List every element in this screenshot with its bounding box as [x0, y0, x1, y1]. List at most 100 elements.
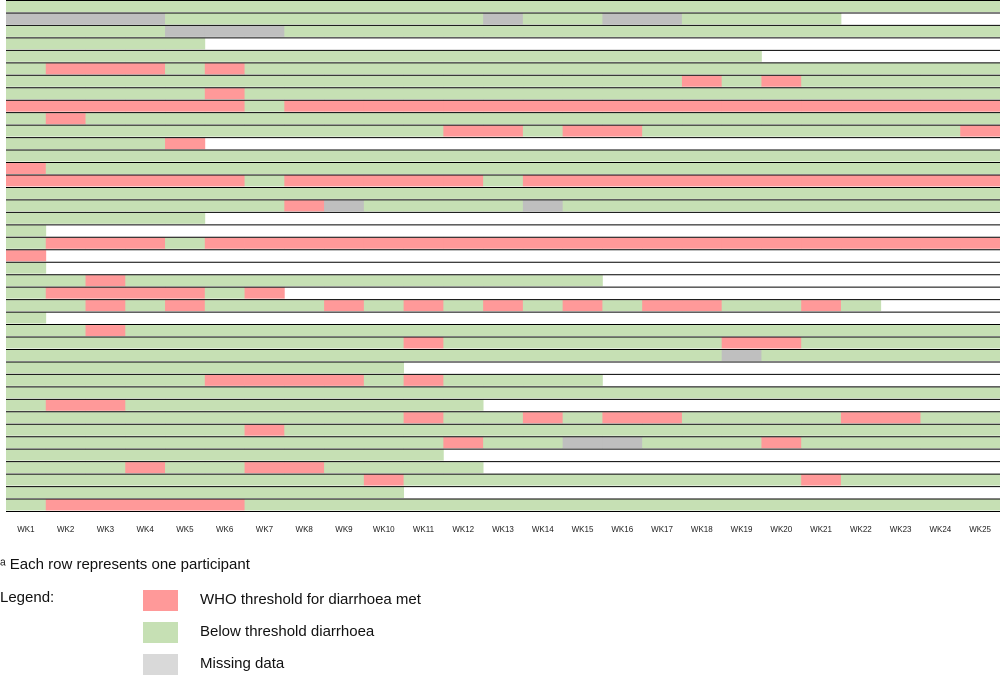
heatmap-cell: [721, 424, 762, 436]
heatmap-cell: [204, 325, 245, 337]
heatmap-cell: [6, 474, 47, 486]
heatmap-cell: [85, 487, 126, 499]
heatmap-cell: [602, 100, 643, 112]
heatmap-cell: [403, 75, 444, 87]
x-tick-label: WK16: [611, 525, 633, 534]
heatmap-cell: [6, 287, 47, 299]
heatmap-cell: [522, 163, 564, 174]
heatmap-cell: [204, 150, 245, 162]
heatmap-cell: [642, 474, 683, 486]
heatmap-cell: [324, 150, 365, 162]
heatmap-cell: [6, 25, 47, 37]
heatmap-cell: [960, 412, 1000, 424]
x-tick-label: WK6: [216, 525, 234, 534]
heatmap-cell: [801, 88, 842, 100]
heatmap-cell: [443, 424, 484, 436]
heatmap-cell: [880, 150, 921, 162]
heatmap-cell: [363, 175, 404, 187]
heatmap-cell: [204, 88, 245, 100]
heatmap-cell: [960, 1, 1000, 12]
heatmap-cell: [284, 200, 325, 212]
heatmap-cell: [324, 113, 365, 125]
heatmap-cell: [840, 337, 882, 349]
heatmap-cell: [920, 437, 961, 449]
heatmap-cell: [6, 250, 47, 262]
heatmap-cell: [85, 462, 126, 474]
heatmap-cell: [45, 100, 86, 112]
heatmap-cell: [761, 349, 802, 361]
heatmap-cell: [244, 125, 285, 137]
heatmap-cell: [483, 437, 524, 449]
heatmap-cell: [85, 163, 126, 174]
heatmap-cell: [681, 325, 723, 337]
heatmap-cell: [801, 412, 842, 424]
heatmap-cell: [602, 13, 643, 25]
heatmap-cell: [840, 237, 882, 249]
x-tick-label: WK13: [492, 525, 514, 534]
heatmap-cell: [801, 125, 842, 137]
heatmap-cell: [125, 362, 166, 374]
x-tick-label: WK1: [17, 525, 35, 534]
heatmap-cell: [522, 1, 564, 12]
heatmap-cell: [403, 349, 444, 361]
heatmap-cell: [363, 487, 404, 499]
heatmap-cell: [602, 349, 643, 361]
heatmap-cell: [324, 362, 365, 374]
heatmap-cell: [324, 275, 365, 287]
heatmap-cell: [125, 474, 166, 486]
heatmap-cell: [681, 50, 723, 62]
heatmap-cell: [562, 437, 603, 449]
heatmap-cell: [244, 75, 285, 87]
heatmap-cell: [244, 499, 285, 511]
heatmap-cell: [284, 100, 325, 112]
heatmap-cell: [642, 437, 683, 449]
heatmap-cell: [562, 113, 603, 125]
heatmap-cell: [761, 88, 802, 100]
heatmap-cell: [642, 325, 683, 337]
heatmap-cell: [761, 474, 802, 486]
heatmap-cell: [403, 50, 444, 62]
heatmap-cell: [165, 187, 206, 199]
heatmap-cell: [403, 275, 444, 287]
heatmap-cell: [602, 437, 643, 449]
heatmap-cell: [522, 474, 564, 486]
x-tick-label: WK25: [969, 525, 991, 534]
heatmap-cell: [960, 150, 1000, 162]
heatmap-cell: [443, 125, 484, 137]
heatmap-cell: [642, 337, 683, 349]
heatmap-cell: [522, 412, 564, 424]
heatmap-cell: [204, 287, 245, 299]
heatmap-cell: [284, 75, 325, 87]
heatmap-cell: [324, 75, 365, 87]
heatmap-cell: [443, 200, 484, 212]
heatmap-cell: [522, 387, 564, 399]
heatmap-cell: [324, 487, 365, 499]
heatmap-cell: [642, 412, 683, 424]
heatmap-cell: [880, 200, 921, 212]
heatmap-cell: [165, 287, 206, 299]
heatmap-cell: [642, 75, 683, 87]
heatmap-cell: [920, 349, 961, 361]
heatmap-cell: [562, 412, 603, 424]
heatmap-cell: [602, 187, 643, 199]
heatmap-cell: [125, 38, 166, 50]
heatmap-cell: [244, 449, 285, 461]
heatmap-cell: [761, 187, 802, 199]
heatmap-cell: [165, 63, 206, 75]
heatmap-cell: [681, 200, 723, 212]
heatmap-cell: [721, 175, 762, 187]
heatmap-cell: [125, 88, 166, 100]
heatmap-cell: [721, 50, 762, 62]
heatmap-cell: [85, 399, 126, 411]
heatmap-cell: [45, 212, 86, 224]
heatmap-cell: [85, 13, 126, 25]
heatmap-cell: [443, 175, 484, 187]
heatmap-cell: [840, 113, 882, 125]
heatmap-cell: [45, 200, 86, 212]
heatmap-cell: [761, 300, 802, 312]
heatmap-cell: [522, 349, 564, 361]
heatmap-cell: [761, 100, 802, 112]
heatmap-cell: [403, 200, 444, 212]
heatmap-cell: [284, 237, 325, 249]
heatmap-cell: [45, 349, 86, 361]
